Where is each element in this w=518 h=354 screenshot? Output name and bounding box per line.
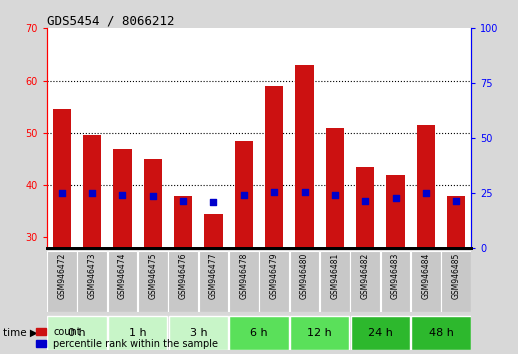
- Bar: [381, 251, 410, 312]
- Bar: [411, 251, 441, 312]
- Bar: [53, 109, 71, 248]
- Bar: [229, 316, 289, 350]
- Text: GSM946473: GSM946473: [88, 253, 97, 299]
- Bar: [168, 316, 228, 350]
- Bar: [326, 127, 344, 248]
- Point: [422, 190, 430, 196]
- Point: [149, 193, 157, 199]
- Bar: [356, 167, 375, 248]
- Text: 24 h: 24 h: [368, 328, 393, 338]
- Bar: [260, 251, 289, 312]
- Bar: [143, 159, 162, 248]
- Bar: [77, 251, 107, 312]
- Text: 6 h: 6 h: [250, 328, 268, 338]
- Bar: [235, 141, 253, 248]
- Bar: [447, 195, 465, 248]
- Text: 1 h: 1 h: [129, 328, 147, 338]
- Bar: [198, 251, 228, 312]
- Point: [452, 198, 461, 204]
- Text: GSM946476: GSM946476: [179, 253, 188, 299]
- Bar: [83, 136, 101, 248]
- Point: [118, 192, 126, 198]
- Bar: [386, 175, 405, 248]
- Text: GSM946482: GSM946482: [361, 253, 370, 299]
- Bar: [138, 251, 168, 312]
- Bar: [47, 251, 77, 312]
- Text: GDS5454 / 8066212: GDS5454 / 8066212: [47, 14, 174, 27]
- Bar: [351, 316, 410, 350]
- Text: 3 h: 3 h: [190, 328, 207, 338]
- Bar: [417, 125, 435, 248]
- Bar: [108, 316, 167, 350]
- Text: GSM946480: GSM946480: [300, 253, 309, 299]
- Point: [57, 190, 66, 196]
- Point: [300, 189, 309, 195]
- Bar: [411, 316, 471, 350]
- Text: GSM946485: GSM946485: [452, 253, 461, 299]
- Bar: [168, 251, 198, 312]
- Text: GSM946484: GSM946484: [421, 253, 430, 299]
- Point: [209, 199, 218, 205]
- Bar: [350, 251, 380, 312]
- Text: 12 h: 12 h: [307, 328, 332, 338]
- Bar: [320, 251, 350, 312]
- Bar: [229, 251, 258, 312]
- Point: [240, 192, 248, 198]
- Text: GSM946483: GSM946483: [391, 253, 400, 299]
- Bar: [295, 65, 313, 248]
- Text: GSM946475: GSM946475: [148, 253, 157, 299]
- Bar: [265, 86, 283, 248]
- Text: time ▶: time ▶: [3, 328, 37, 338]
- Text: 0 h: 0 h: [68, 328, 86, 338]
- Bar: [174, 195, 192, 248]
- Bar: [47, 316, 107, 350]
- Text: GSM946481: GSM946481: [330, 253, 339, 299]
- Text: 48 h: 48 h: [428, 328, 453, 338]
- Legend: count, percentile rank within the sample: count, percentile rank within the sample: [36, 327, 219, 349]
- Text: GSM946479: GSM946479: [270, 253, 279, 299]
- Bar: [290, 316, 350, 350]
- Point: [179, 198, 188, 204]
- Text: GSM946478: GSM946478: [239, 253, 248, 299]
- Bar: [441, 251, 471, 312]
- Point: [270, 189, 278, 195]
- Bar: [290, 251, 320, 312]
- Bar: [205, 214, 223, 248]
- Bar: [113, 149, 132, 248]
- Text: GSM946472: GSM946472: [57, 253, 66, 299]
- Bar: [108, 251, 137, 312]
- Point: [330, 192, 339, 198]
- Point: [392, 195, 400, 201]
- Text: GSM946477: GSM946477: [209, 253, 218, 299]
- Point: [361, 198, 369, 204]
- Text: GSM946474: GSM946474: [118, 253, 127, 299]
- Point: [88, 190, 96, 196]
